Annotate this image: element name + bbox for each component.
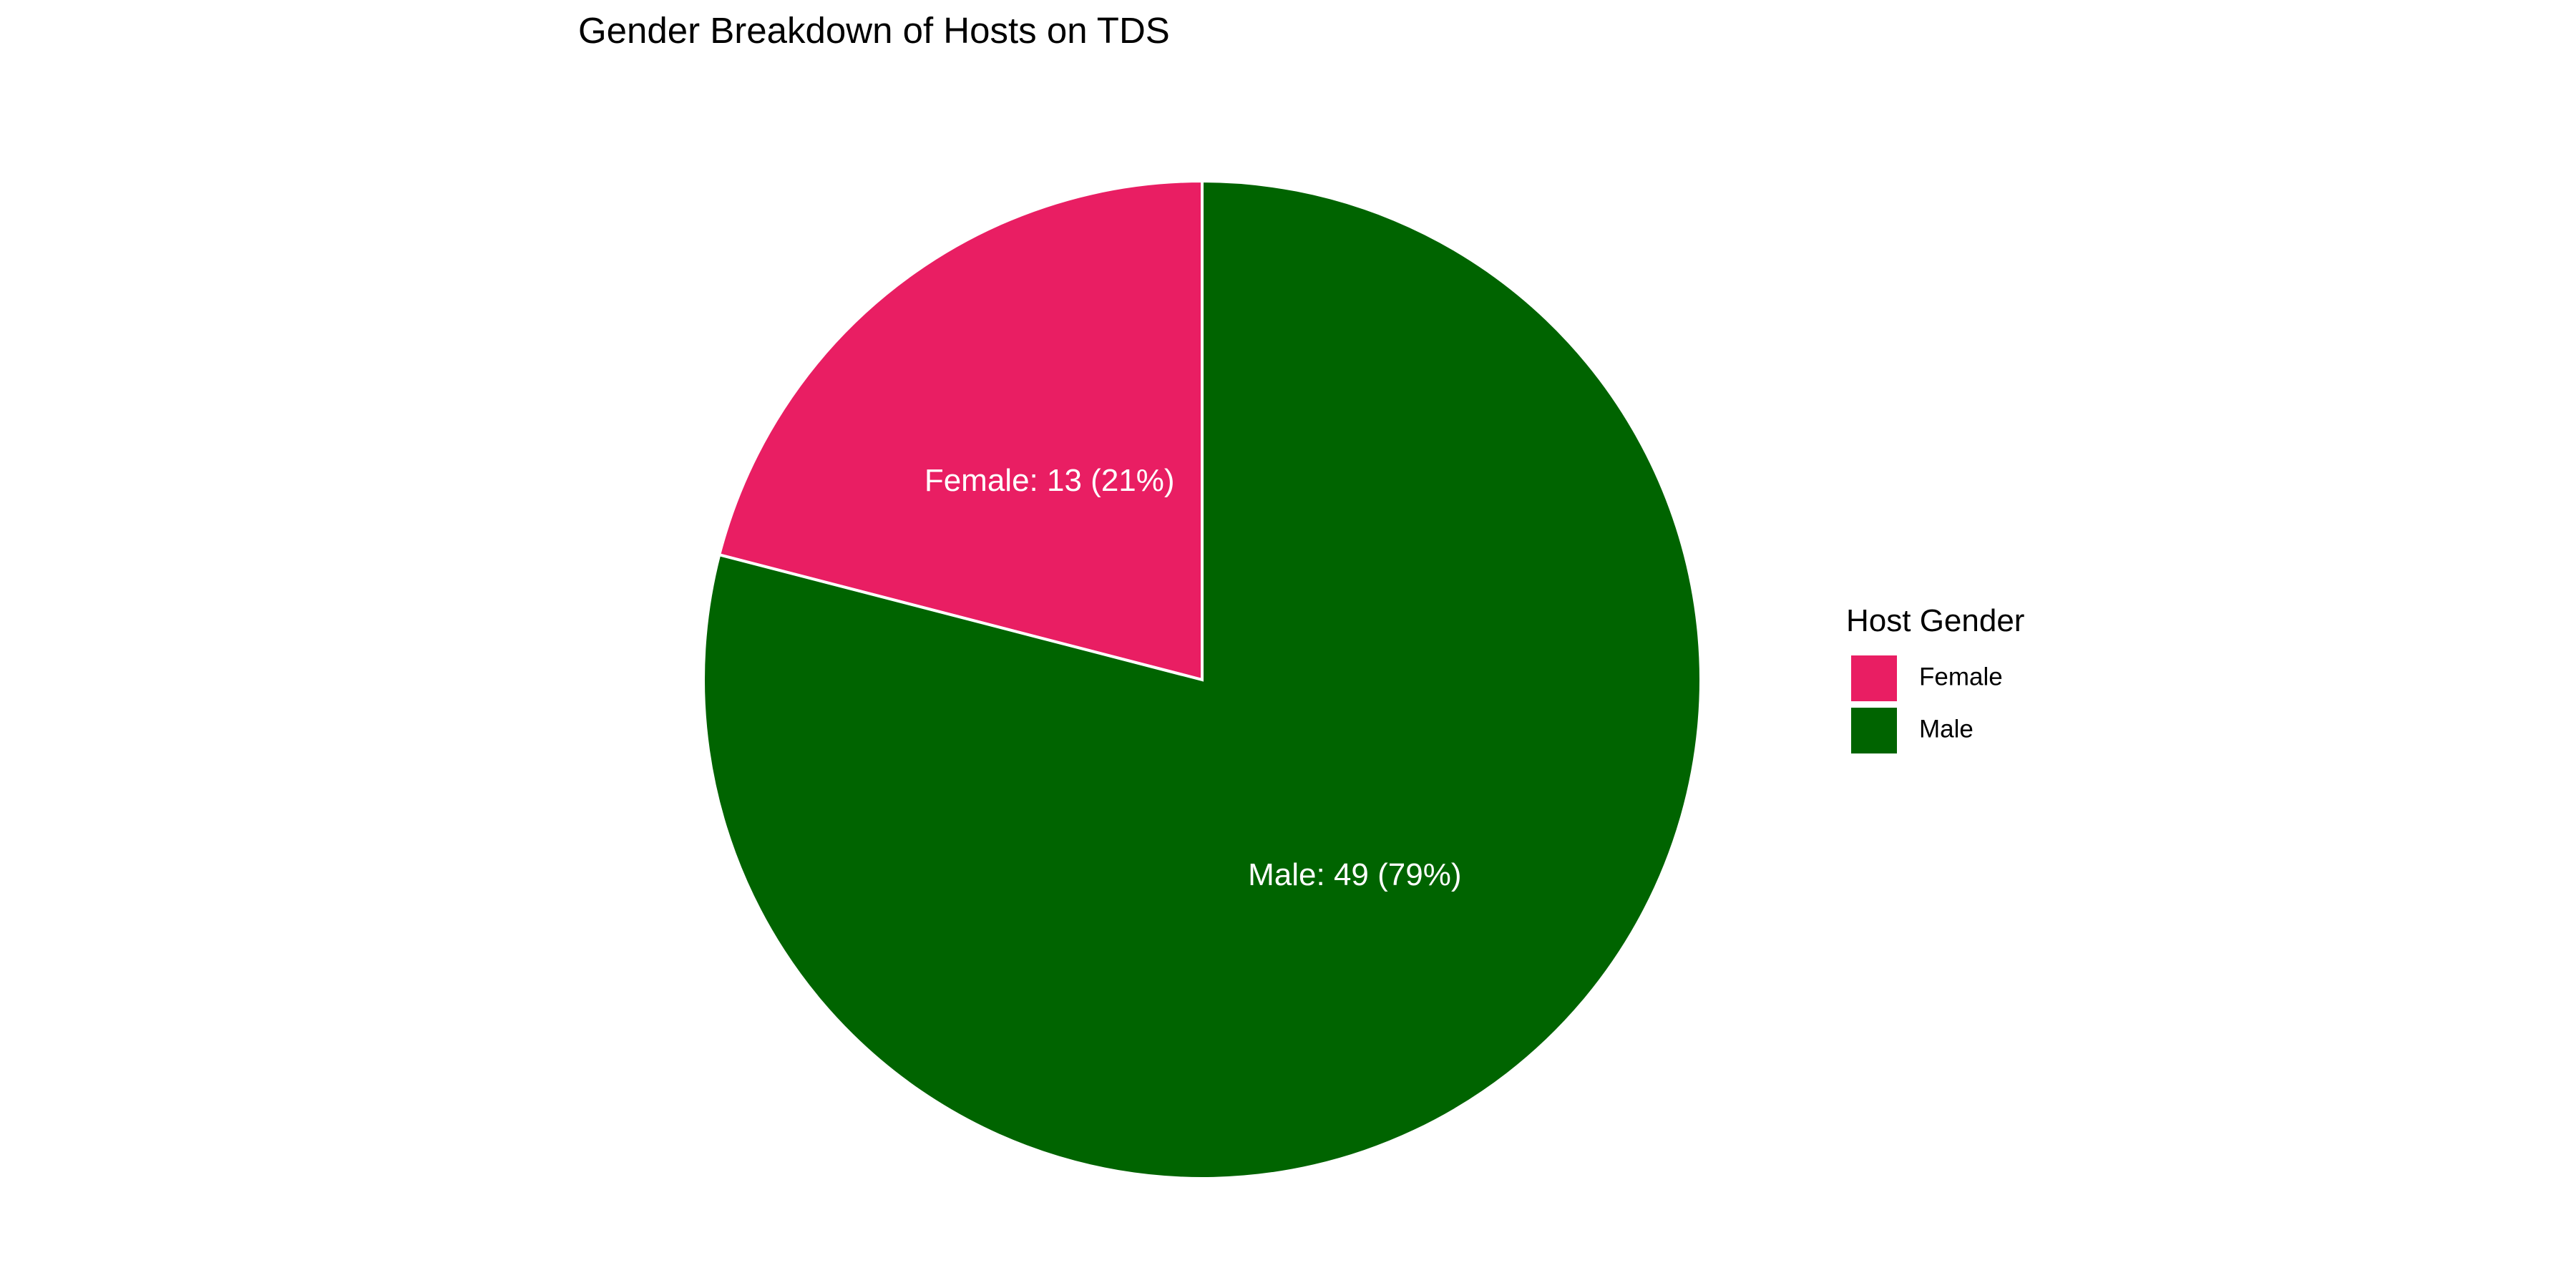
pie-slices xyxy=(702,179,1702,1180)
legend: Host Gender Female Male xyxy=(1846,603,2024,755)
legend-label-male: Male xyxy=(1919,715,1974,743)
slice-label-female: Female: 13 (21%) xyxy=(924,463,1175,498)
pie-slice-female xyxy=(717,179,1204,682)
slice-label-male: Male: 49 (79%) xyxy=(1248,857,1461,892)
legend-title: Host Gender xyxy=(1846,603,2024,638)
pie-slice-male xyxy=(702,179,1702,1180)
legend-label-female: Female xyxy=(1919,663,2003,691)
legend-swatch-male xyxy=(1850,706,1898,755)
pie-slice-labels: Female: 13 (21%) Male: 49 (79%) xyxy=(924,463,1462,892)
chart-title: Gender Breakdown of Hosts on TDS xyxy=(578,10,1170,51)
legend-swatch-female xyxy=(1850,654,1898,703)
legend-items: Female Male xyxy=(1850,654,2003,755)
